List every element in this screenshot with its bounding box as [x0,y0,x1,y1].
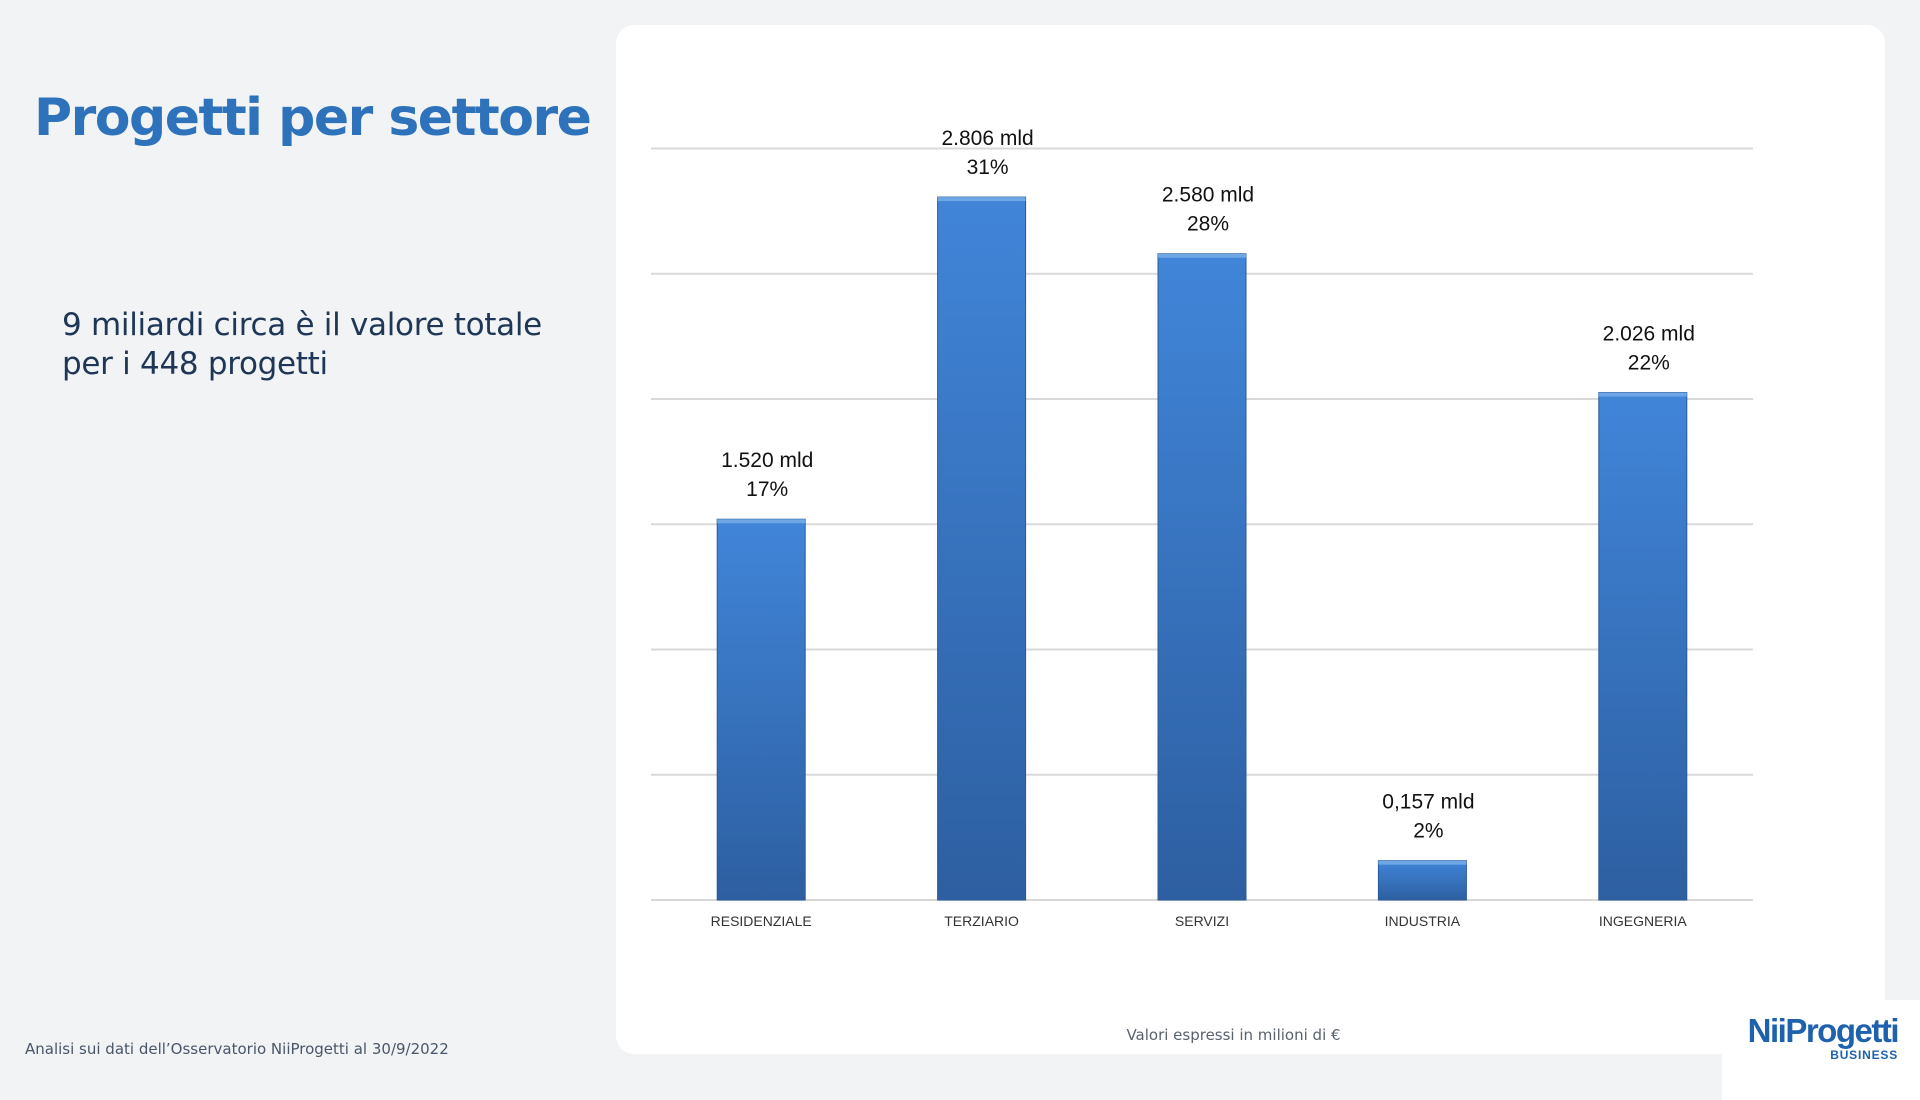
data-label-value: 0,157 mld [1382,791,1474,814]
data-label-percent: 31% [967,156,1009,179]
chart-card: 1.520 mld 17% RESIDENZIALE 2.806 mld 31% TERZ… [616,25,1885,1054]
units-note: Valori espressi in milioni di € [1126,1026,1341,1044]
logo-subtitle: BUSINESS [1830,1048,1898,1062]
bar-servizi [1157,253,1247,901]
data-label-percent: 22% [1628,351,1670,374]
brand-logo: NiiProgetti BUSINESS [1722,1000,1920,1100]
bar-industria [1377,860,1467,901]
logo-wordmark: NiiProgetti [1747,1012,1900,1049]
data-label-percent: 2% [1413,820,1443,843]
bar-terziario [937,196,1027,901]
data-label-percent: 28% [1187,213,1229,236]
data-label-value: 2.026 mld [1603,322,1695,345]
bar-highlight [937,197,1026,202]
bar-highlight [1378,860,1467,865]
x-tick-label: INGEGNERIA [1599,913,1688,929]
page-title: Progetti per settore [34,88,592,148]
bar-ingegneria [1598,391,1688,901]
bar-highlight [717,519,806,524]
x-tick-label: RESIDENZIALE [711,913,812,929]
source-footnote: Analisi sui dati dell’Osservatorio NiiPr… [25,1040,449,1058]
bar-highlight [1158,253,1246,258]
data-label-value: 2.580 mld [1162,184,1254,207]
x-tick-label: TERZIARIO [944,913,1019,929]
data-label-percent: 17% [746,478,788,501]
data-label-value: 2.806 mld [941,127,1033,150]
summary-text: 9 miliardi circa è il valore totale per … [62,307,542,382]
x-tick-label: INDUSTRIA [1385,913,1461,929]
bar-highlight [1598,392,1687,397]
data-label-value: 1.520 mld [721,449,813,472]
x-tick-label: SERVIZI [1175,913,1229,929]
bar-residenziale [716,518,806,901]
bar-chart: 1.520 mld 17% RESIDENZIALE 2.806 mld 31% TERZ… [651,127,1753,929]
